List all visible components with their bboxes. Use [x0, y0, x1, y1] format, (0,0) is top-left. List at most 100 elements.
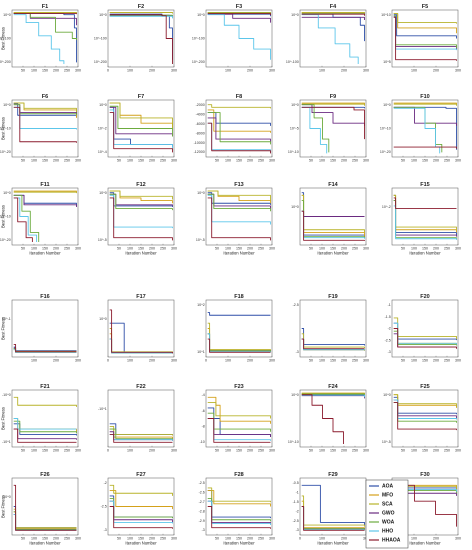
series-line-hhaoa	[13, 484, 77, 531]
x-tick-label: 150	[330, 449, 336, 453]
x-tick-label: 100	[411, 537, 417, 541]
x-tick-label: 200	[341, 247, 347, 251]
x-tick-label: 150	[42, 69, 48, 73]
series-line-hhaoa	[13, 197, 33, 242]
plot-area	[205, 99, 273, 158]
x-tick-label: 250	[160, 247, 166, 251]
series-line-aoa	[207, 312, 271, 316]
y-tick-label: 10^-2	[382, 205, 391, 209]
series-line-woa	[393, 106, 443, 153]
subplot-f22: F22 0 100 200 300 -10^1	[98, 384, 177, 453]
x-tick-label: 300	[75, 247, 81, 251]
series-line-hhaoa	[109, 197, 173, 241]
subplot-title: F13	[234, 182, 243, 188]
legend-item-gwo: GWO	[369, 511, 395, 517]
x-tick-label: 200	[53, 247, 59, 251]
series-line-aoa	[301, 484, 365, 526]
subplot-title: F6	[42, 94, 48, 100]
subplot-title: F8	[236, 94, 242, 100]
y-tick-label: -10^1	[2, 440, 11, 444]
plot-area	[107, 9, 175, 68]
x-tick-label: 250	[444, 449, 450, 453]
x-tick-label: 300	[363, 359, 369, 363]
series-line-hhaoa	[109, 433, 173, 443]
subplot-title: F16	[40, 294, 49, 300]
x-tick-label: 150	[138, 159, 144, 163]
legend-label: HHAOA	[382, 538, 401, 544]
series-line-woa	[301, 104, 330, 153]
subplot-title: F21	[40, 384, 49, 390]
subplot-title: F18	[234, 294, 243, 300]
y-tick-label: -3	[296, 528, 299, 532]
subplot-f28: F28 50 100 150 200 250 300 -2.5 -2.6 -2.7 -2.8 -2.9…	[199, 472, 275, 546]
x-tick-label: 200	[433, 537, 439, 541]
x-tick-label: 250	[352, 247, 358, 251]
subplot-title: F9	[330, 94, 336, 100]
series-line-hhaoa	[13, 428, 77, 443]
x-tick-label: 100	[411, 247, 417, 251]
y-tick-label: 10^-10	[288, 150, 299, 154]
x-tick-label: 50	[309, 247, 313, 251]
x-tick-label: 200	[341, 69, 347, 73]
subplot-title: F7	[138, 94, 144, 100]
series-line-sca	[13, 396, 77, 407]
x-tick-label: 300	[455, 247, 461, 251]
series-line-mfo	[207, 109, 271, 133]
y-tick-label: -2.5	[199, 481, 205, 485]
subplot-f17: F17 0 100 200 300 10^0	[99, 294, 177, 363]
y-tick-label: 10^-100	[0, 37, 11, 41]
series-line-aoa	[393, 106, 457, 150]
subplot-title: F3	[236, 4, 242, 10]
x-tick-label: 100	[319, 69, 325, 73]
x-tick-label: 150	[330, 247, 336, 251]
y-tick-label: -2	[104, 481, 107, 485]
x-tick-label: 100	[225, 537, 231, 541]
series-line-sca	[13, 191, 77, 194]
subplot-title: F14	[328, 182, 338, 188]
y-tick-label: -3	[296, 350, 299, 354]
subplot-title: F24	[328, 384, 338, 390]
series-line-sca	[207, 104, 271, 109]
series-line-sca	[301, 103, 365, 106]
x-tick-label: 50	[309, 359, 313, 363]
series-line-woa	[13, 13, 77, 41]
x-tick-label: 50	[21, 247, 25, 251]
x-tick-label: 200	[341, 449, 347, 453]
series-line-hhaoa	[393, 402, 457, 431]
legend-item-hho: HHO	[369, 529, 393, 535]
legend-item-mfo: MFO	[369, 493, 393, 499]
series-line-hhaoa	[109, 506, 173, 529]
x-axis-label: Iteration Number	[223, 541, 255, 546]
x-tick-label: 250	[160, 159, 166, 163]
subplot-title: F29	[328, 472, 337, 478]
y-tick-label: -1.5	[385, 315, 391, 319]
x-tick-label: 150	[236, 159, 242, 163]
x-tick-label: 100	[127, 69, 133, 73]
y-tick-label: 10^-2	[98, 127, 107, 131]
y-tick-label: 10^-10	[288, 440, 299, 444]
x-tick-label: 150	[236, 537, 242, 541]
x-tick-label: 250	[444, 159, 450, 163]
x-tick-label: 300	[455, 159, 461, 163]
x-tick-label: 300	[269, 159, 275, 163]
x-tick-label: 300	[75, 537, 81, 541]
x-tick-label: 100	[319, 159, 325, 163]
x-tick-label: 250	[64, 69, 70, 73]
x-tick-label: 50	[215, 159, 219, 163]
subplot-f9: F9 50 100 150 200 250 300 10^0 10^-5 10^-10	[288, 94, 369, 163]
subplot-title: F23	[234, 384, 243, 390]
x-tick-label: 200	[53, 69, 59, 73]
y-tick-label: 10^0	[99, 13, 107, 17]
x-tick-label: 50	[401, 359, 405, 363]
y-tick-label: 10^0	[291, 205, 299, 209]
series-line-woa	[109, 105, 173, 137]
x-tick-label: 300	[171, 159, 177, 163]
x-tick-label: 0	[107, 449, 109, 453]
series-line-woa	[109, 193, 173, 211]
y-tick-label: -3	[104, 528, 107, 532]
x-tick-label: 150	[422, 159, 428, 163]
x-tick-label: 100	[31, 537, 37, 541]
x-tick-label: 100	[31, 449, 37, 453]
x-tick-label: 200	[149, 69, 155, 73]
plot-area	[391, 299, 459, 358]
